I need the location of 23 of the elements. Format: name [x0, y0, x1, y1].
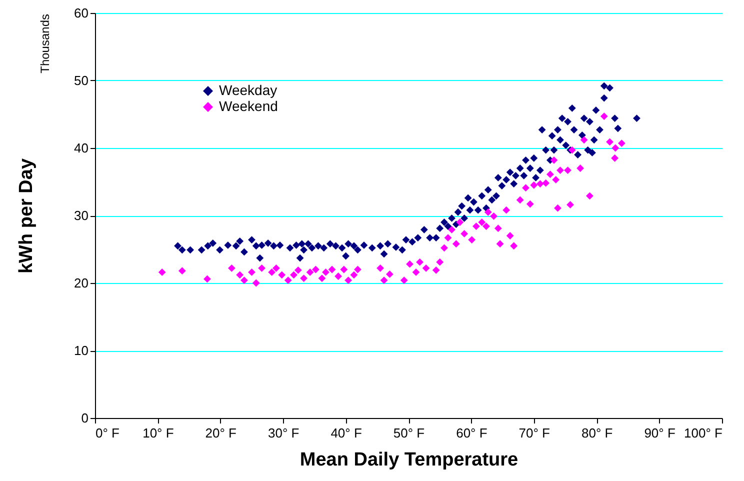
x-tick-label: 0° F — [96, 426, 120, 440]
x-tick-label: 30° F — [268, 426, 300, 440]
x-tick-label: 10° F — [142, 426, 174, 440]
text: Thousands — [38, 14, 52, 74]
y-tick-label: 10 — [74, 343, 88, 358]
y-tick-label: 30 — [74, 208, 88, 223]
x-axis-title: Mean Daily Temperature — [300, 450, 518, 470]
x-tick-label: 100° F — [684, 426, 723, 440]
legend-label: Weekday — [219, 82, 278, 98]
x-tick-label: 20° F — [205, 426, 237, 440]
x-tick-label: 40° F — [330, 426, 362, 440]
x-tick-label: 70° F — [518, 426, 550, 440]
y-tick-label: 40 — [74, 140, 88, 156]
y-tick-label: 50 — [74, 73, 88, 88]
legend-label: Weekend — [219, 98, 278, 114]
y-tick-label: 60 — [74, 6, 88, 20]
x-tick-label: 50° F — [393, 426, 425, 440]
x-tick-label: 80° F — [581, 426, 613, 440]
x-tick-label: 90° F — [644, 426, 676, 440]
y-tick-label: 20 — [74, 276, 88, 290]
y-tick-label: 0 — [81, 410, 88, 426]
y-axis-title: kWh per Day — [16, 158, 38, 274]
x-tick-label: 60° F — [456, 426, 488, 440]
